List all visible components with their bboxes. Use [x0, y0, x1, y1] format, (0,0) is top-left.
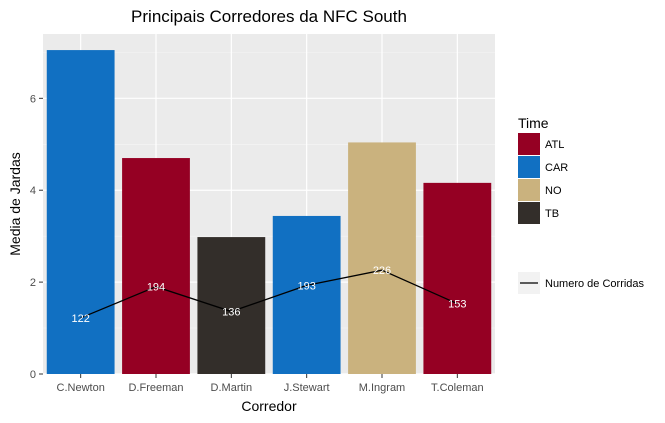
bar-t-coleman — [423, 182, 492, 374]
line-series-numero-de-corridas — [80, 269, 458, 319]
legend-key-atl — [518, 133, 540, 155]
plot-panel — [43, 34, 495, 374]
y-axis-title: Media de Jardas — [7, 152, 23, 256]
y-tick-label: 0 — [30, 369, 36, 381]
bar-d-martin — [197, 237, 266, 374]
line-data-label: 122 — [71, 313, 89, 325]
line-data-label: 194 — [147, 282, 165, 294]
legend-title: Time — [518, 115, 549, 131]
legend-label: ATL — [545, 139, 564, 151]
x-tick-label: M.Ingram — [359, 382, 405, 394]
x-tick-label: T.Coleman — [431, 382, 484, 394]
line-data-label: 153 — [448, 299, 466, 311]
legend-label: TB — [545, 208, 559, 220]
legend-label: CAR — [545, 162, 568, 174]
x-tick-label: D.Martin — [211, 382, 253, 394]
legend-key-car — [518, 156, 540, 178]
x-tick-label: J.Stewart — [284, 382, 330, 394]
line-data-label: 226 — [373, 265, 391, 277]
legend-key-no — [518, 179, 540, 201]
y-tick-label: 2 — [30, 277, 36, 289]
line-data-label: 193 — [297, 280, 315, 292]
x-tick-label: D.Freeman — [128, 382, 183, 394]
legend-key-tb — [518, 202, 540, 224]
chart-title: Principais Corredores da NFC South — [131, 7, 407, 26]
legend-label: NO — [545, 185, 562, 197]
x-tick-label: C.Newton — [57, 382, 105, 394]
y-tick-label: 4 — [30, 185, 36, 197]
bar-c-newton — [46, 50, 115, 374]
bar-j-stewart — [272, 215, 341, 374]
x-axis-title: Corredor — [241, 398, 297, 414]
y-tick-label: 6 — [30, 93, 36, 105]
bar-m-ingram — [348, 142, 416, 374]
legend-label-line: Numero de Corridas — [545, 278, 645, 290]
line-data-label: 136 — [222, 307, 240, 319]
bar-d-freeman — [122, 158, 190, 374]
